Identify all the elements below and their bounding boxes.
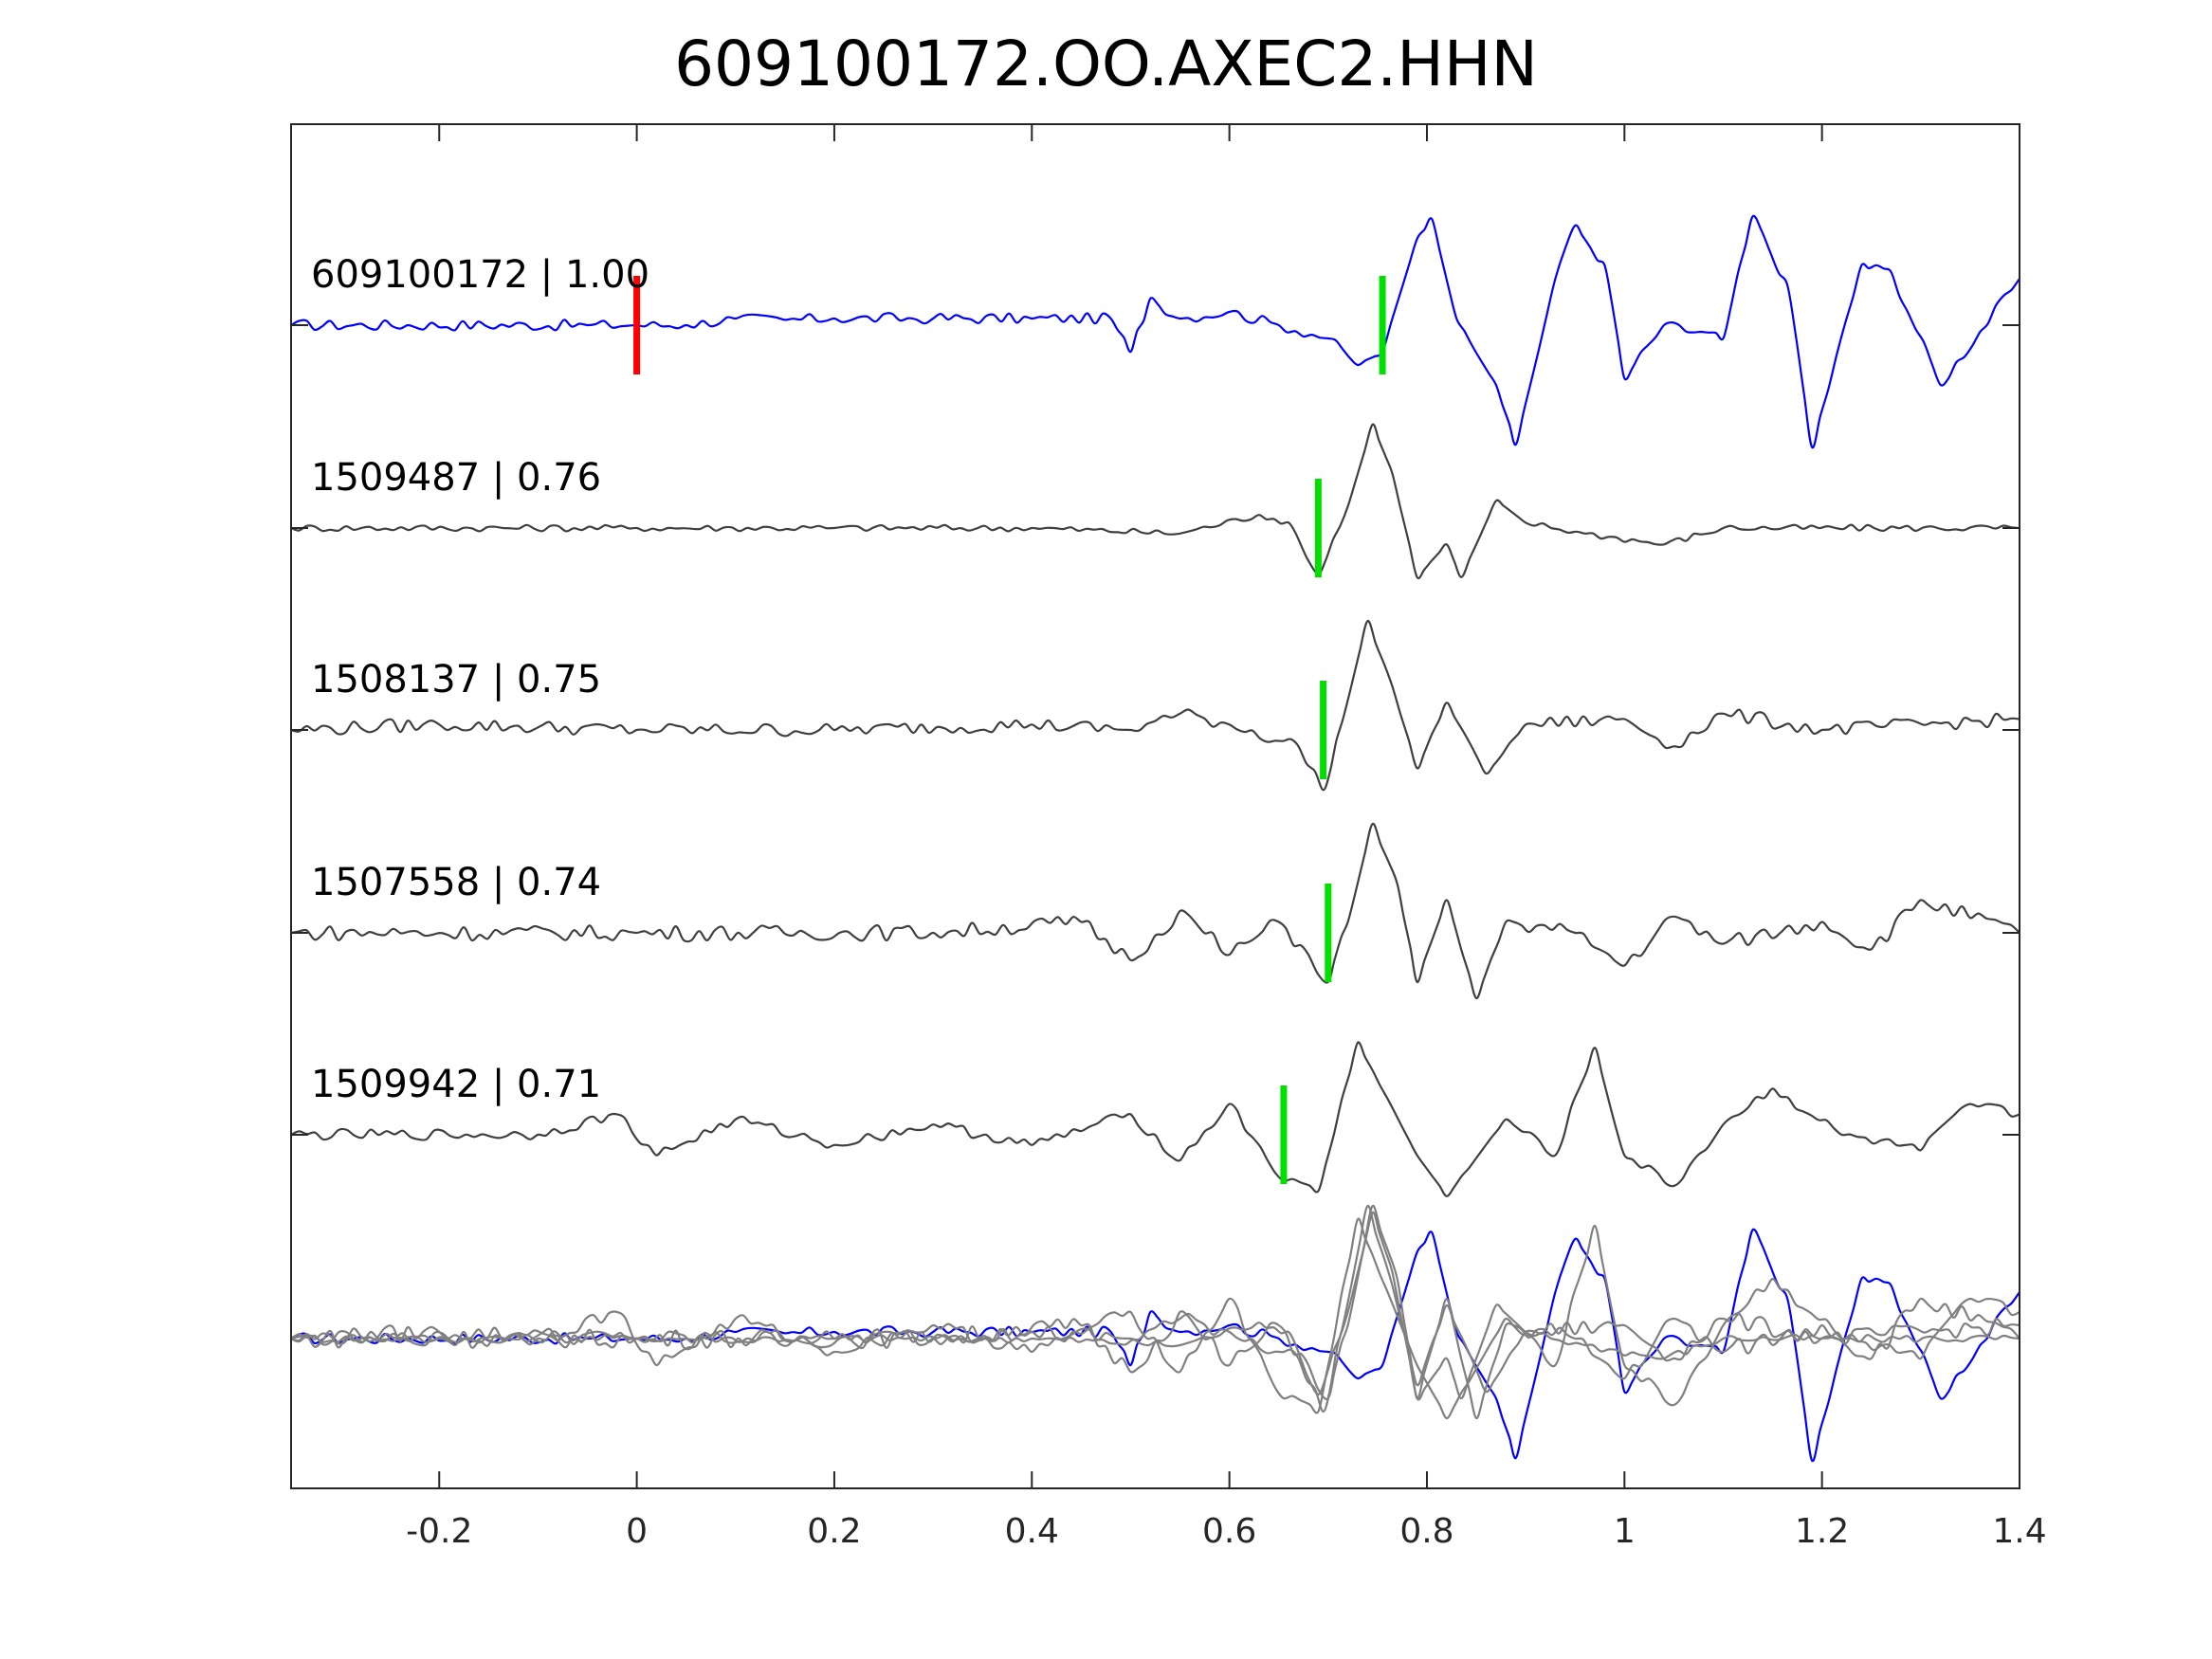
x-tick-label-0: -0.2 <box>406 1512 472 1551</box>
x-tick-label-6: 1 <box>1614 1512 1636 1551</box>
trace-label-5: 1509942 | 0.71 <box>311 1063 601 1106</box>
x-tick-label-7: 1.2 <box>1795 1512 1849 1551</box>
x-tick-label-3: 0.4 <box>1005 1512 1059 1551</box>
x-tick-label-8: 1.4 <box>1992 1512 2046 1551</box>
trace-waveform-2 <box>290 423 2020 580</box>
axes-frame <box>290 123 2020 1489</box>
overlay-waveform-5 <box>290 1217 2020 1420</box>
trace-waveform-1 <box>290 214 2020 449</box>
trace-waveform-3 <box>290 619 2020 792</box>
picks-layer <box>633 276 1386 1184</box>
overlay-waveform-1 <box>290 1228 2020 1463</box>
x-tick-label-5: 0.8 <box>1399 1512 1453 1551</box>
x-tick-label-4: 0.6 <box>1202 1512 1256 1551</box>
trace-waveform-5 <box>290 1041 2020 1197</box>
trace-label-3: 1508137 | 0.75 <box>311 658 601 702</box>
traces-layer <box>290 214 2020 1197</box>
trace-waveform-4 <box>290 822 2020 1000</box>
x-tick-label-2: 0.2 <box>807 1512 861 1551</box>
trace-label-2: 1509487 | 0.76 <box>311 456 601 500</box>
trace-labels-layer: 609100172 | 1.00 1509487 | 0.76 1508137 | … <box>311 253 649 1106</box>
trace-label-1: 609100172 | 1.00 <box>311 253 649 297</box>
chart-title: 609100172.OO.AXEC2.HHN <box>674 27 1538 100</box>
overlay-waveform-4 <box>290 1204 2020 1420</box>
x-tick-label-1: 0 <box>626 1512 648 1551</box>
trace-label-4: 1507558 | 0.74 <box>311 861 601 904</box>
axes-layer: -0.2 0 0.2 0.4 0.6 0.8 1 1.2 1.4 <box>290 123 2047 1551</box>
overlay-waveform-3 <box>290 1204 2020 1413</box>
overlay-layer <box>290 1204 2020 1463</box>
